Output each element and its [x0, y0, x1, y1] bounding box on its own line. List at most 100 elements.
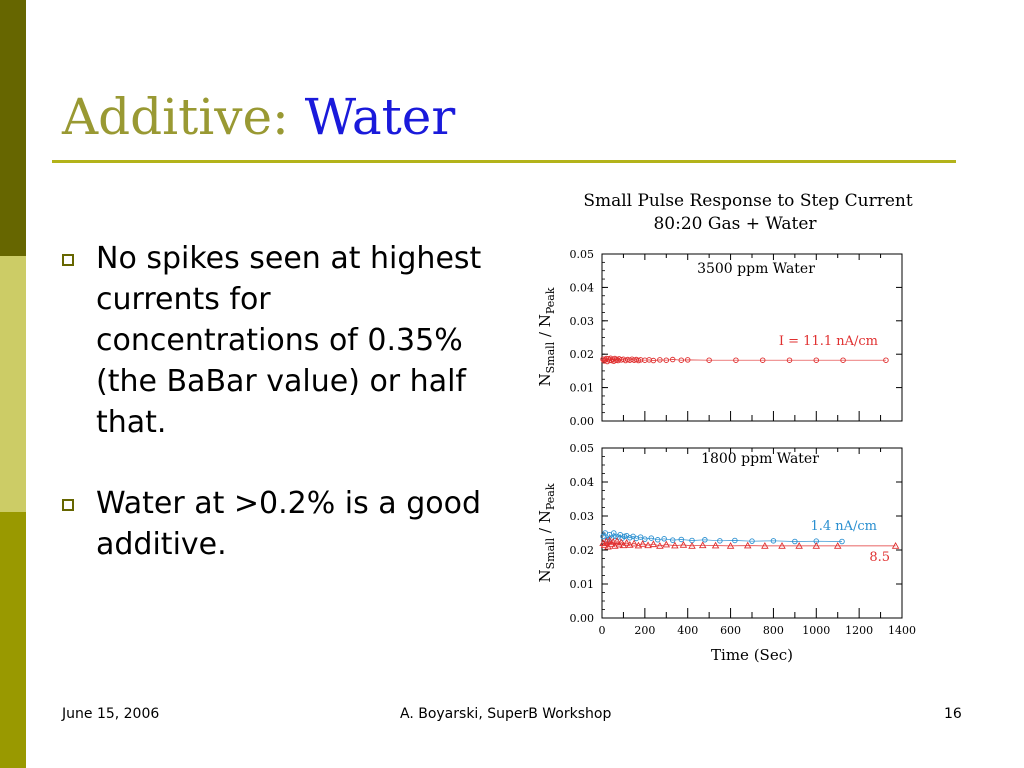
data-point-circle — [642, 536, 648, 542]
data-point-circle — [669, 356, 676, 363]
data-point-triangle — [662, 540, 671, 548]
square-bullet-icon — [62, 254, 74, 266]
x-tick-label: 600 — [720, 624, 741, 637]
data-point-triangle — [638, 539, 647, 547]
data-point-triangle — [891, 541, 900, 549]
data-point-triangle — [600, 540, 609, 548]
data-point-triangle — [671, 541, 679, 549]
data-point-triangle — [615, 540, 623, 548]
data-point-triangle — [726, 541, 735, 549]
data-point-triangle — [656, 541, 664, 549]
data-point-triangle — [626, 540, 634, 548]
data-point-triangle — [761, 541, 769, 549]
data-point-circle — [637, 534, 644, 540]
data-point-circle — [627, 535, 633, 541]
bullet-text: No spikes seen at highest currents for c… — [96, 241, 482, 440]
ylabel-mid: / N — [536, 510, 554, 538]
y-tick-label: 0.00 — [570, 612, 595, 625]
y-tick-label: 0.01 — [570, 382, 595, 395]
data-point-circle — [717, 538, 723, 544]
y-tick-label: 0.02 — [570, 348, 595, 361]
y-tick-label: 0.03 — [570, 315, 595, 328]
data-point-circle — [840, 357, 846, 363]
top-series-label: I = 11.1 nA/cm — [779, 334, 878, 349]
top-panel-label: 3500 ppm Water — [697, 261, 815, 277]
data-point-circle — [678, 357, 685, 363]
data-point-circle — [654, 537, 661, 543]
sidebar-stripe — [0, 0, 26, 768]
data-point-circle — [684, 357, 691, 363]
data-point-circle — [669, 537, 676, 543]
bottom-y-axis-label: NSmall / NPeak — [536, 483, 557, 582]
data-point-triangle — [698, 541, 707, 549]
data-point-triangle — [833, 541, 842, 549]
data-point-triangle — [611, 541, 619, 549]
ylabel-sub2: Peak — [544, 483, 557, 510]
data-point-circle — [657, 357, 663, 363]
series-line — [602, 357, 886, 363]
footer-date: June 15, 2006 — [62, 706, 160, 722]
data-point-triangle — [688, 541, 696, 549]
top-y-axis-label: NSmall / NPeak — [536, 287, 557, 386]
data-point-triangle — [613, 537, 621, 545]
ylabel-sub1: Small — [544, 537, 557, 569]
data-point-circle — [663, 357, 670, 363]
ylabel-main: N — [536, 569, 554, 582]
data-point-circle — [702, 537, 708, 543]
data-point-triangle — [617, 538, 626, 546]
data-point-circle — [786, 357, 793, 363]
data-point-triangle — [812, 541, 821, 549]
top-panel: 3500 ppm Water I = 11.1 nA/cm NSmall / N… — [536, 248, 903, 428]
data-point-triangle — [599, 539, 607, 547]
data-point-circle — [678, 536, 685, 543]
y-tick-label: 0.03 — [570, 510, 595, 523]
footer-author: A. Boyarski, SuperB Workshop — [400, 706, 612, 722]
data-point-triangle — [711, 541, 720, 549]
x-tick-label: 1000 — [802, 624, 830, 637]
data-point-triangle — [649, 540, 658, 548]
bottom-panel: 1800 ppm Water 1.4 nA/cm 8.5 NSmall / NP… — [536, 442, 916, 664]
data-point-triangle — [795, 541, 803, 549]
title-part2: Water — [304, 88, 456, 146]
x-tick-label: 0 — [599, 624, 606, 637]
ylabel-sub1: Small — [544, 341, 557, 373]
chart-subtitle: 80:20 Gas + Water — [653, 214, 817, 234]
square-bullet-icon — [62, 499, 74, 511]
x-axis-label: Time (Sec) — [711, 646, 793, 664]
sidebar-band-mid — [0, 512, 26, 768]
data-point-triangle — [622, 538, 631, 546]
ylabel-main: N — [536, 373, 554, 386]
data-point-circle — [648, 535, 655, 541]
data-point-circle — [813, 357, 820, 363]
data-point-circle — [839, 538, 845, 545]
title-underline — [52, 160, 956, 163]
x-tick-label: 400 — [677, 624, 698, 637]
data-point-circle — [792, 538, 798, 545]
bottom-red-series-label: 8.5 — [869, 550, 890, 565]
chart-title: Small Pulse Response to Step Current — [583, 191, 913, 211]
data-point-triangle — [778, 541, 786, 549]
slide-title: Additive: Water — [62, 84, 455, 150]
ylabel-sub2: Peak — [544, 287, 557, 314]
ylabel-mid: / N — [536, 314, 554, 342]
x-tick-label: 1400 — [888, 624, 916, 637]
x-tick-label: 1200 — [845, 624, 873, 637]
data-point-circle — [661, 536, 667, 542]
data-point-circle — [749, 538, 755, 544]
x-tick-label: 800 — [763, 624, 784, 637]
data-point-triangle — [743, 541, 752, 549]
data-point-triangle — [605, 536, 614, 544]
bottom-panel-label: 1800 ppm Water — [701, 451, 819, 467]
data-point-circle — [706, 357, 712, 363]
data-point-triangle — [644, 541, 652, 549]
data-point-triangle — [607, 539, 616, 547]
y-tick-label: 0.02 — [570, 544, 595, 557]
data-point-triangle — [679, 540, 688, 548]
bottom-blue-series-label: 1.4 nA/cm — [810, 519, 877, 534]
y-tick-label: 0.01 — [570, 578, 595, 591]
bullet-text: Water at >0.2% is a good additive. — [96, 486, 482, 562]
bullet-item: No spikes seen at highest currents for c… — [62, 238, 482, 443]
data-point-circle — [759, 357, 766, 363]
bullet-list: No spikes seen at highest currents for c… — [62, 238, 482, 605]
